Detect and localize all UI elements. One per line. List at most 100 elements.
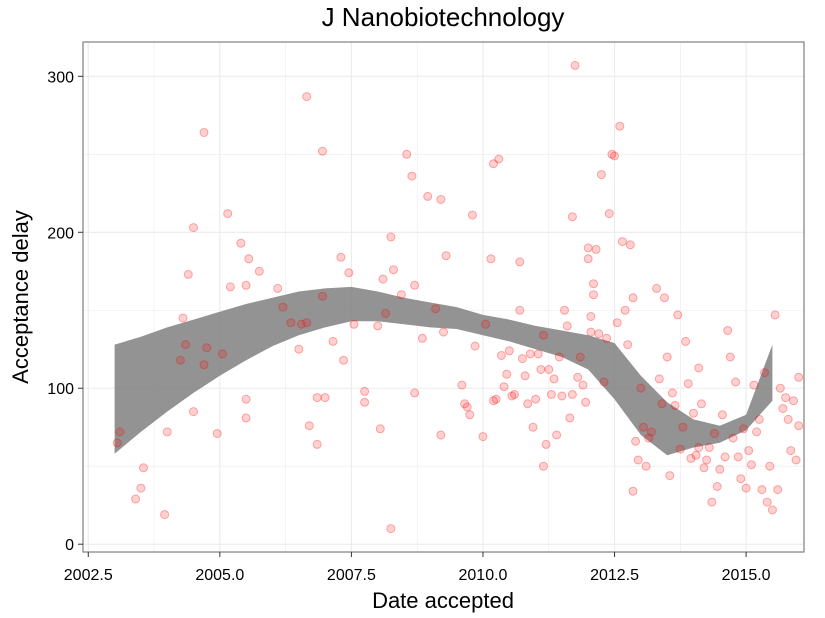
data-point <box>218 349 227 359</box>
data-point <box>439 327 448 337</box>
data-point <box>396 290 406 300</box>
data-point <box>567 212 577 222</box>
data-point <box>417 333 427 343</box>
data-point <box>623 340 633 350</box>
data-point <box>549 374 559 384</box>
data-point <box>304 421 314 431</box>
y-tick-label: 200 <box>47 225 74 242</box>
data-point <box>628 293 638 303</box>
data-point <box>525 349 535 359</box>
data-point <box>402 149 412 159</box>
data-point <box>241 394 251 404</box>
data-point <box>360 397 370 407</box>
data-point <box>612 318 622 328</box>
data-point <box>599 377 609 387</box>
data-point <box>504 346 514 356</box>
data-point <box>199 128 209 137</box>
data-point <box>386 232 396 242</box>
data-point <box>794 421 804 431</box>
data-point <box>202 343 212 353</box>
data-point <box>318 291 327 301</box>
data-point <box>746 460 756 470</box>
data-point <box>286 318 296 328</box>
data-point <box>744 446 754 456</box>
data-point <box>767 505 777 515</box>
data-point <box>273 283 283 293</box>
data-point <box>778 404 788 413</box>
data-point <box>389 265 398 275</box>
data-point <box>381 308 391 318</box>
data-point <box>436 195 446 204</box>
data-point <box>641 461 651 471</box>
data-point <box>328 336 338 346</box>
data-point <box>460 399 470 409</box>
data-point <box>720 452 730 462</box>
x-tick-label: 2010.0 <box>459 567 508 584</box>
data-point <box>386 524 396 534</box>
data-point <box>581 397 591 407</box>
data-point <box>160 510 170 520</box>
data-point <box>770 310 780 320</box>
data-point <box>794 372 804 382</box>
data-point <box>565 413 575 423</box>
data-point <box>515 305 525 315</box>
data-point <box>578 380 588 390</box>
data-point <box>531 394 541 404</box>
data-point <box>312 439 322 449</box>
data-point <box>725 352 735 362</box>
data-point <box>670 400 680 410</box>
data-point <box>462 402 472 412</box>
y-tick-label: 300 <box>47 69 74 86</box>
data-point <box>615 121 625 131</box>
data-point <box>465 410 475 420</box>
data-point <box>302 92 312 102</box>
data-point <box>765 461 775 471</box>
data-point <box>496 351 506 360</box>
data-point <box>375 424 385 434</box>
data-point <box>478 432 488 442</box>
data-point <box>502 369 512 379</box>
data-point <box>523 399 533 409</box>
data-point <box>583 243 593 253</box>
y-tick-label: 100 <box>47 381 74 398</box>
data-point <box>557 391 567 401</box>
data-point <box>589 279 598 289</box>
data-point <box>644 433 654 443</box>
data-point <box>162 427 172 437</box>
data-point <box>212 429 222 438</box>
data-point <box>470 341 480 351</box>
data-point <box>715 464 725 474</box>
data-point <box>710 429 719 438</box>
data-point <box>691 450 701 460</box>
data-point <box>723 326 733 335</box>
data-point <box>625 240 635 250</box>
data-point <box>694 363 704 373</box>
data-point <box>499 382 509 392</box>
data-point <box>339 355 348 365</box>
data-point <box>786 446 796 456</box>
data-point <box>336 252 346 262</box>
data-point <box>667 388 677 398</box>
data-point <box>244 254 254 264</box>
data-point <box>694 443 704 452</box>
data-point <box>752 427 762 437</box>
data-point <box>431 304 441 314</box>
data-point <box>689 408 698 418</box>
data-point <box>604 209 614 219</box>
data-point <box>528 422 538 432</box>
data-point <box>515 257 525 267</box>
data-point <box>586 312 596 321</box>
data-point <box>539 461 548 471</box>
data-point <box>436 430 446 440</box>
data-point <box>620 305 630 315</box>
data-point <box>639 422 648 432</box>
data-point <box>236 238 246 248</box>
data-point <box>489 159 498 169</box>
data-point <box>741 483 751 493</box>
points <box>112 60 804 534</box>
x-tick-label: 2002.5 <box>64 567 113 584</box>
data-point <box>241 413 251 423</box>
data-point <box>699 463 709 473</box>
data-point <box>520 371 530 381</box>
data-point <box>223 209 233 219</box>
